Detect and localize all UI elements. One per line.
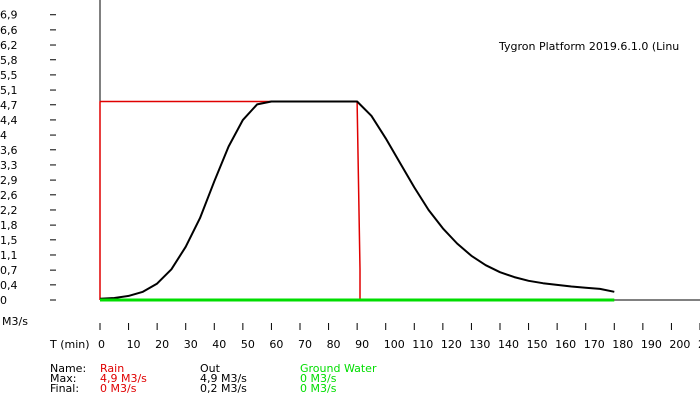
y-tick-label: 6,2 [0, 39, 18, 52]
stats-ground-max: 0 M3/s [300, 372, 337, 385]
stats-ground-name: Ground Water [300, 362, 377, 375]
x-tick-label: 70 [298, 338, 312, 351]
x-tick-label: 150 [527, 338, 548, 351]
y-unit-label: M3/s [2, 315, 28, 328]
stats-row-labels: Name: Max: Final: [50, 362, 87, 395]
stats-out-name: Out [200, 362, 220, 375]
y-tick-label: 5,1 [0, 84, 18, 97]
x-tick-label: 40 [212, 338, 226, 351]
y-tick-label: 1,8 [0, 219, 18, 232]
stats-ground-final: 0 M3/s [300, 382, 337, 395]
stats-column-out: Out 4,9 M3/s 0,2 M3/s [200, 362, 247, 395]
stats-label-final: Final: [50, 382, 80, 395]
watermark: Tygron Platform 2019.6.1.0 (Linu [498, 40, 679, 53]
x-tick-label: 140 [498, 338, 519, 351]
x-tick-label: 10 [127, 338, 141, 351]
y-tick-label: 2,6 [0, 189, 18, 202]
y-tick-label: 6,6 [0, 24, 18, 37]
y-tick-label: 5,5 [0, 69, 18, 82]
x-tick-label: 210 [698, 338, 700, 351]
y-tick-label: 0,7 [0, 264, 18, 277]
y-tick-label: 2,2 [0, 204, 18, 217]
rain-series-line [99, 100, 615, 301]
y-tick-label: 0,4 [0, 279, 18, 292]
y-tick-label: 4,4 [0, 114, 18, 127]
y-tick-group: 0 0,4 0,7 1,1 1,5 1,8 2,2 2,6 2,9 3,3 3,6 4 4,4 4,7 5,… [0, 9, 56, 307]
stats-column-ground-water: Ground Water 0 M3/s 0 M3/s [300, 362, 377, 395]
out-series-line [99, 100, 615, 300]
y-tick-label: 6,9 [0, 9, 18, 22]
y-tick-label: 5,8 [0, 54, 18, 67]
x-tick-label: 0 [98, 338, 105, 351]
stats-column-rain: Rain 4,9 M3/s 0 M3/s [100, 362, 147, 395]
y-tick-label: 2,9 [0, 174, 18, 187]
x-tick-label: 50 [241, 338, 255, 351]
series-group [99, 100, 615, 302]
y-tick-label: 1,5 [0, 234, 18, 247]
stats-label-name: Name: [50, 362, 87, 375]
x-tick-label: 180 [612, 338, 633, 351]
y-tick-label: 4,7 [0, 99, 18, 112]
x-tick-label: 90 [355, 338, 369, 351]
stats-rain-name: Rain [100, 362, 125, 375]
y-tick-label: 3,3 [0, 159, 18, 172]
x-tick-label: 110 [412, 338, 433, 351]
x-tick-label: 160 [555, 338, 576, 351]
y-tick-label: 1,1 [0, 249, 18, 262]
x-tick-label: 120 [441, 338, 462, 351]
x-tick-label: 130 [469, 338, 490, 351]
x-tick-label: 60 [269, 338, 283, 351]
x-tick-label: 190 [641, 338, 662, 351]
x-tick-group: 0 10 20 30 40 50 60 70 80 90 100 110 120 130 140 150 160… [98, 323, 700, 351]
y-tick-label: 3,6 [0, 144, 18, 157]
y-tick-label: 4 [0, 129, 7, 142]
x-tick-label: 100 [384, 338, 405, 351]
stats-rain-final: 0 M3/s [100, 382, 137, 395]
stats-out-max: 4,9 M3/s [200, 372, 247, 385]
x-tick-label: 170 [584, 338, 605, 351]
x-tick-label: 200 [669, 338, 690, 351]
x-tick-label: 80 [327, 338, 341, 351]
x-tick-label: 20 [155, 338, 169, 351]
x-axis-label: T (min) [49, 338, 90, 351]
x-tick-label: 30 [184, 338, 198, 351]
y-tick-label: 0 [0, 294, 7, 307]
stats-rain-max: 4,9 M3/s [100, 372, 147, 385]
stats-label-max: Max: [50, 372, 77, 385]
stats-out-final: 0,2 M3/s [200, 382, 247, 395]
